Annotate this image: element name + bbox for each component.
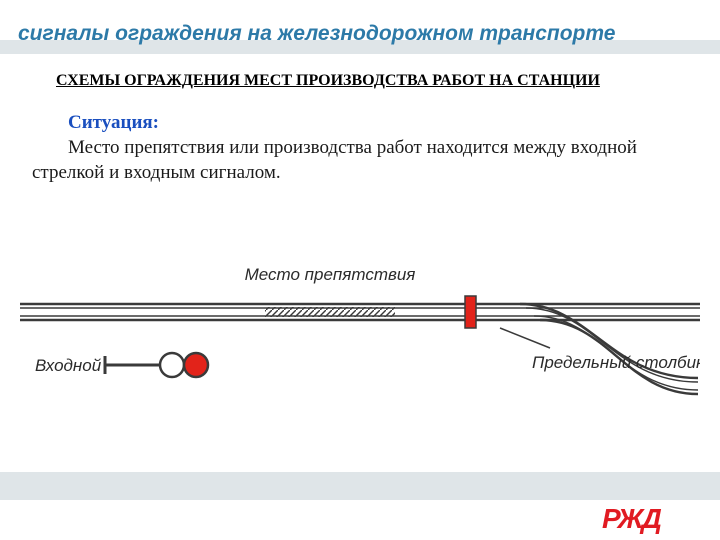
svg-text:Предельный столбик: Предельный столбик xyxy=(532,353,700,372)
rzd-logo: РЖД xyxy=(602,502,692,534)
svg-text:Место препятствия: Место препятствия xyxy=(245,265,416,284)
body-content: Место препятствия или производства работ… xyxy=(32,137,637,183)
railway-diagram: Место препятствия Входной Предельный столб… xyxy=(20,250,700,415)
body-paragraph: Ситуация: Место препятствия или производ… xyxy=(32,110,672,185)
svg-text:РЖД: РЖД xyxy=(602,503,662,534)
svg-text:Входной: Входной xyxy=(35,356,102,375)
footer-band xyxy=(0,472,720,500)
title-text: сигналы ограждения на железнодорожном тр… xyxy=(18,22,615,45)
situation-label: Ситуация: xyxy=(68,112,159,133)
rzd-logo-svg: РЖД xyxy=(602,502,692,534)
section-subtitle: СХЕМЫ ОГРАЖДЕНИЯ МЕСТ ПРОИЗВОДСТВА РАБОТ… xyxy=(56,72,600,90)
diagram-svg: Место препятствия Входной Предельный столб… xyxy=(20,250,700,415)
page-title: сигналы ограждения на железнодорожном тр… xyxy=(18,22,615,46)
